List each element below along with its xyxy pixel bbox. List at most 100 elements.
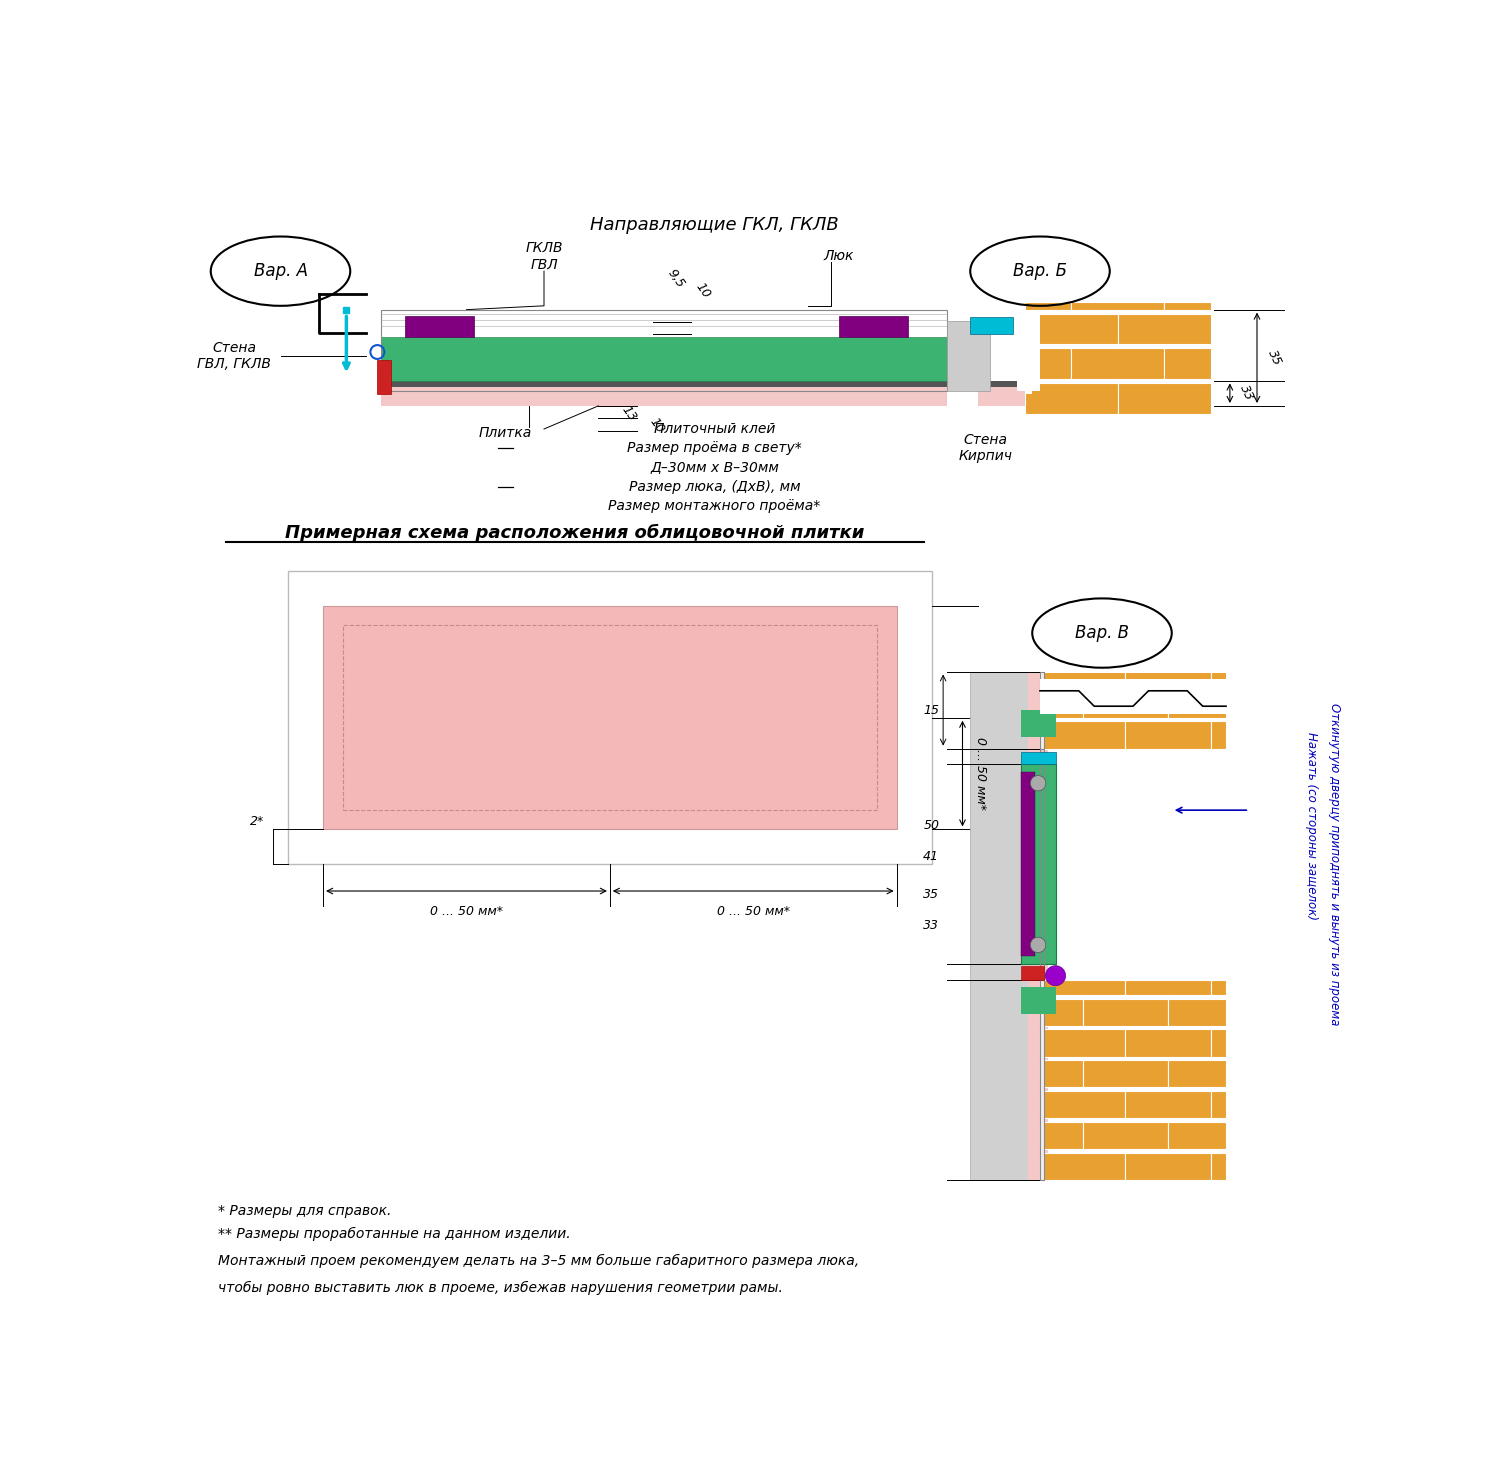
Bar	[1125, 1091, 1210, 1118]
Bar	[1210, 979, 1225, 996]
Text: Люк: Люк	[824, 249, 854, 262]
Bar	[1040, 979, 1125, 996]
Text: Плиточный клей: Плиточный клей	[654, 422, 776, 436]
Text: 35: 35	[924, 889, 939, 902]
Text: 15: 15	[924, 704, 939, 716]
Text: Нажать (со стороны защелок): Нажать (со стороны защелок)	[1305, 732, 1318, 919]
Circle shape	[1030, 776, 1045, 791]
Text: Откинутую дверцу приподнять и вынуть из проема: Откинутую дверцу приподнять и вынуть из …	[1328, 703, 1341, 1025]
Bar	[1125, 672, 1210, 687]
Bar	[1118, 313, 1210, 344]
Text: Плитка: Плитка	[478, 426, 532, 439]
Bar	[381, 337, 946, 381]
Bar	[946, 310, 1032, 394]
Text: Размер проёма в свету*: Размер проёма в свету*	[627, 441, 803, 455]
Bar	[1168, 1060, 1226, 1088]
Bar	[1164, 302, 1210, 310]
Text: Монтажный проем рекомендуем делать на 3–5 мм больше габаритного размера люка,: Монтажный проем рекомендуем делать на 3–…	[219, 1253, 859, 1268]
Text: Вар. А: Вар. А	[254, 262, 308, 280]
Bar	[1024, 384, 1118, 414]
Bar	[1168, 1121, 1226, 1149]
Circle shape	[1030, 937, 1045, 953]
Bar	[342, 625, 878, 810]
Bar	[1040, 672, 1125, 687]
Text: Размер люка, (ДхВ), мм: Размер люка, (ДхВ), мм	[628, 480, 801, 493]
Text: 41: 41	[924, 851, 939, 862]
Text: 33: 33	[924, 919, 939, 933]
Text: ** Размеры проработанные на данном изделии.: ** Размеры проработанные на данном издел…	[219, 1227, 572, 1240]
Bar	[1020, 987, 1056, 1015]
Text: 13: 13	[620, 403, 639, 425]
Text: Направляющие ГКЛ, ГКЛВ: Направляющие ГКЛ, ГКЛВ	[590, 217, 838, 234]
Bar	[288, 571, 932, 864]
Circle shape	[1046, 966, 1065, 985]
Text: Д–30мм х В–30мм: Д–30мм х В–30мм	[650, 461, 778, 474]
Text: Вар. Б: Вар. Б	[1013, 262, 1066, 280]
Bar	[1083, 1121, 1168, 1149]
Bar	[1210, 1152, 1225, 1180]
Text: 0 ... 50 мм*: 0 ... 50 мм*	[717, 905, 791, 918]
Bar	[381, 310, 946, 391]
Bar	[1040, 1121, 1083, 1149]
Bar	[1125, 722, 1210, 748]
Bar	[1020, 772, 1035, 956]
Bar	[1040, 672, 1044, 748]
Bar	[1071, 302, 1164, 310]
Bar	[1125, 1029, 1210, 1057]
Bar	[1029, 672, 1047, 1180]
Bar	[978, 381, 1024, 386]
Bar	[1024, 313, 1118, 344]
Text: 50: 50	[924, 818, 939, 832]
Bar	[1020, 764, 1056, 965]
Text: Стена
ГВЛ, ГКЛВ: Стена ГВЛ, ГКЛВ	[196, 341, 272, 370]
Bar	[1083, 998, 1168, 1026]
Text: Стена
Кирпич: Стена Кирпич	[958, 433, 1012, 464]
Bar	[1040, 748, 1044, 979]
Bar	[839, 316, 909, 337]
Bar	[970, 318, 1012, 334]
Bar	[946, 321, 990, 391]
Text: 0 ... 50 мм*: 0 ... 50 мм*	[430, 905, 502, 918]
Bar	[1168, 998, 1226, 1026]
Bar	[1040, 998, 1083, 1026]
Bar	[1040, 1029, 1125, 1057]
Bar	[1040, 1060, 1083, 1088]
Bar	[1164, 348, 1210, 379]
Bar	[1071, 348, 1164, 379]
Bar	[1083, 1060, 1168, 1088]
Bar	[1040, 1152, 1125, 1180]
Bar	[1020, 966, 1044, 979]
Bar	[1118, 384, 1210, 414]
Bar	[1210, 1029, 1225, 1057]
Bar	[1210, 722, 1225, 748]
Text: 35: 35	[1264, 348, 1284, 367]
Text: ГКЛВ: ГКЛВ	[525, 242, 562, 255]
Bar	[1125, 979, 1210, 996]
Bar	[405, 316, 474, 337]
Bar	[1040, 1091, 1125, 1118]
Text: 0 ... 50 мм*: 0 ... 50 мм*	[974, 736, 987, 810]
Bar	[1040, 679, 1226, 714]
Bar	[1017, 313, 1040, 391]
Text: 33: 33	[1238, 384, 1256, 403]
Bar	[1210, 672, 1225, 687]
Text: * Размеры для справок.: * Размеры для справок.	[219, 1203, 392, 1218]
Text: чтобы ровно выставить люк в проеме, избежав нарушения геометрии рамы.: чтобы ровно выставить люк в проеме, избе…	[219, 1281, 783, 1294]
Text: 9,5: 9,5	[664, 266, 687, 291]
Bar	[1024, 348, 1071, 379]
Bar	[1040, 722, 1125, 748]
Bar	[381, 381, 946, 386]
Text: 10: 10	[693, 280, 712, 300]
Bar	[1168, 691, 1226, 717]
Bar	[378, 360, 392, 394]
Bar	[1020, 752, 1056, 764]
Text: Размер монтажного проёма*: Размер монтажного проёма*	[609, 499, 820, 512]
Bar	[1040, 691, 1083, 717]
Text: 2*: 2*	[251, 815, 264, 829]
Bar	[978, 386, 1024, 406]
Bar	[381, 386, 946, 406]
Bar	[970, 672, 1029, 1180]
Bar	[1040, 979, 1044, 1180]
Text: Вар. В: Вар. В	[1076, 624, 1130, 643]
Bar	[1024, 302, 1071, 310]
